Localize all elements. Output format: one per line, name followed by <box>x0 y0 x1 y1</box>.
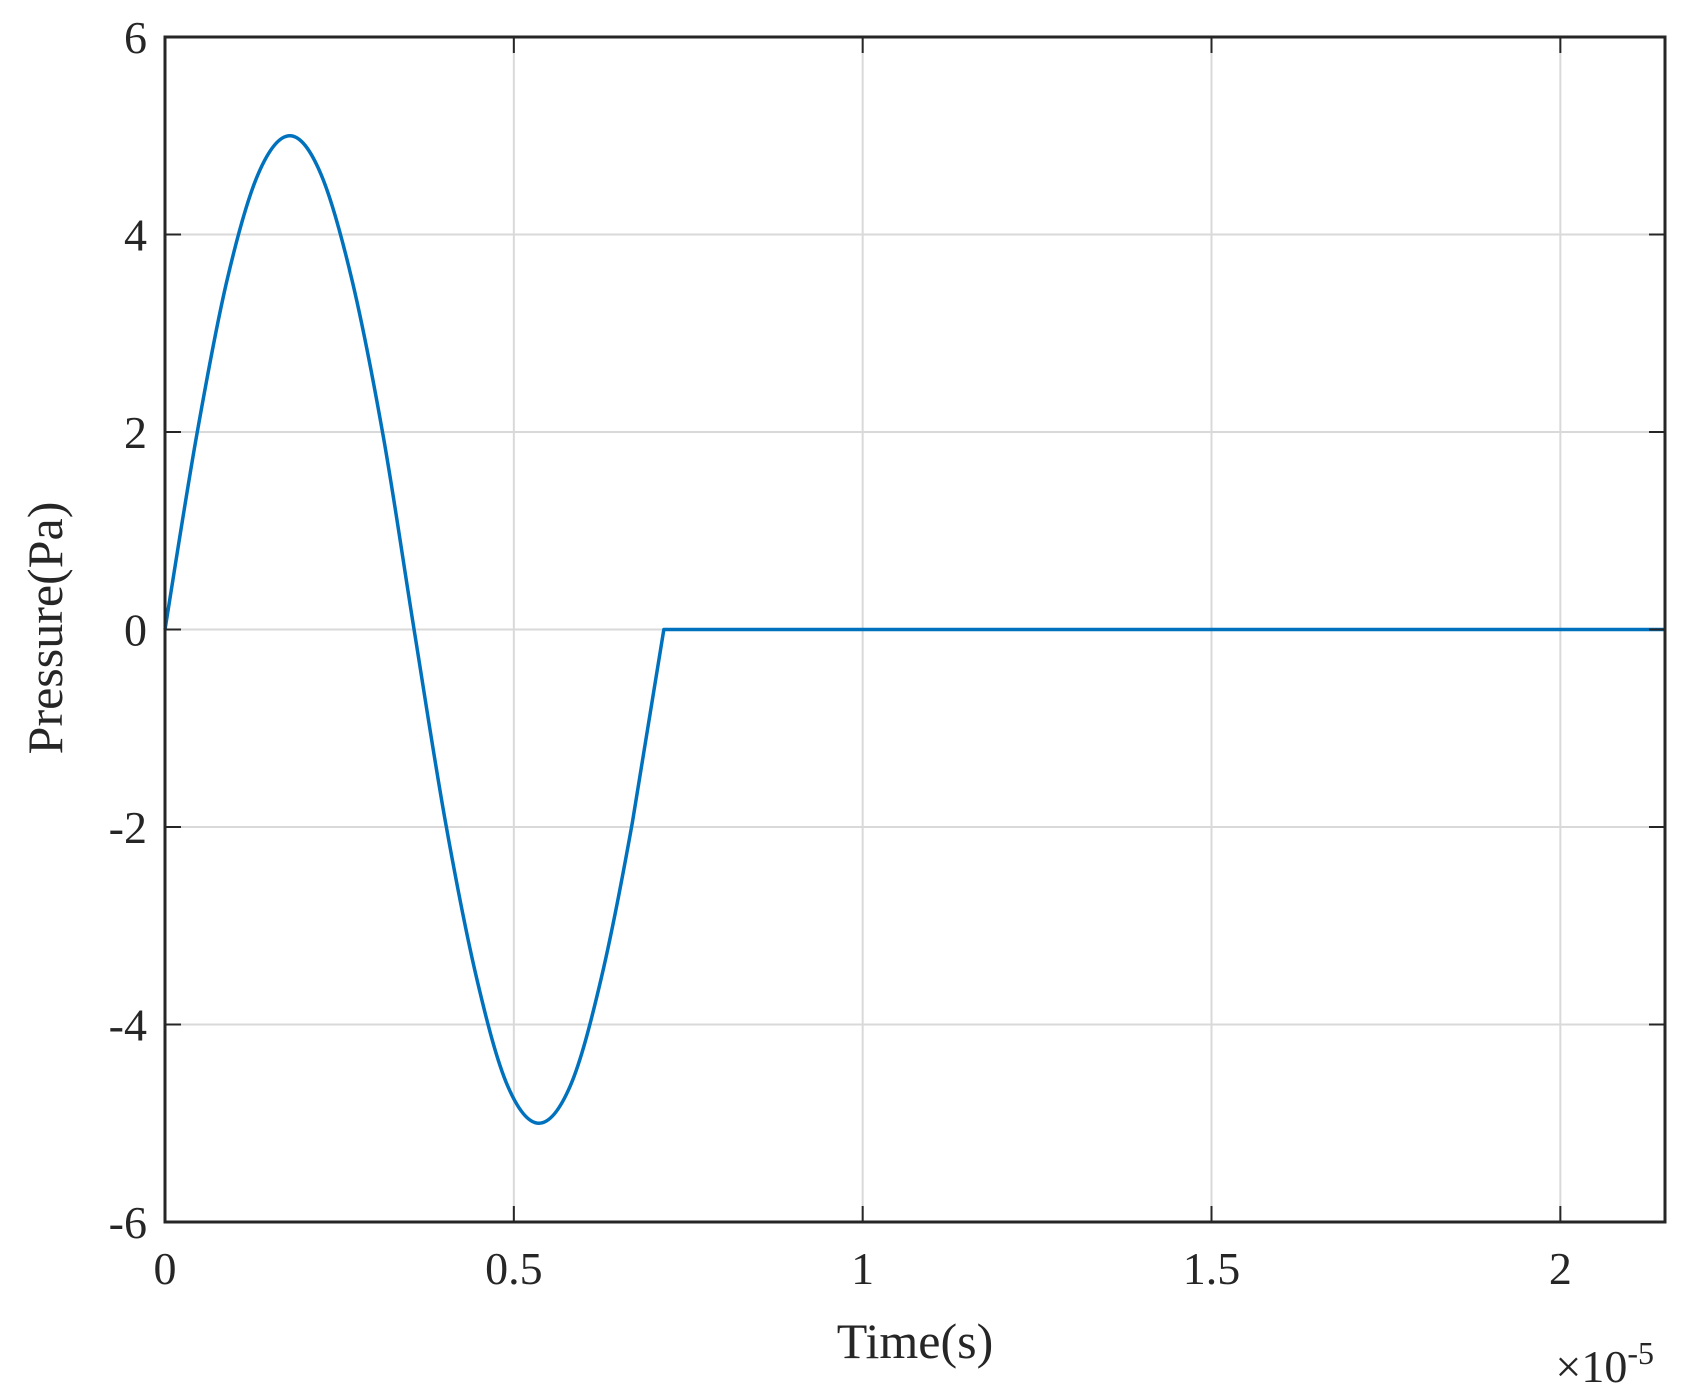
y-tick-label: 6 <box>124 12 147 63</box>
y-tick-label: 4 <box>124 210 147 261</box>
x-tick-label: 0 <box>154 1243 177 1294</box>
x-tick-label: 2 <box>1549 1243 1572 1294</box>
y-axis-label: Pressure(Pa) <box>17 502 73 755</box>
y-tick-label: -2 <box>109 802 147 853</box>
x-tick-label: 1.5 <box>1183 1243 1241 1294</box>
y-tick-labels: -6 -4 -2 0 2 4 6 <box>109 12 147 1248</box>
y-tick-label: -4 <box>109 1000 147 1051</box>
x-tick-label: 0.5 <box>485 1243 543 1294</box>
axis-ticks <box>164 36 1665 1223</box>
x-axis-exponent-power: -5 <box>1627 1335 1654 1371</box>
x-axis-exponent-prefix: ×10 <box>1555 1341 1627 1386</box>
x-axis-exponent-label: ×10-5 <box>1555 1335 1654 1386</box>
plot-lines <box>163 134 1665 1125</box>
y-tick-label: 2 <box>124 407 147 458</box>
y-tick-label: -6 <box>109 1197 147 1248</box>
x-axis-label: Time(s) <box>837 1313 994 1369</box>
x-tick-labels: 0 0.5 1 1.5 2 <box>154 1243 1572 1294</box>
pressure-series-line <box>163 134 1665 1125</box>
x-tick-label: 1 <box>851 1243 874 1294</box>
y-tick-label: 0 <box>124 605 147 656</box>
